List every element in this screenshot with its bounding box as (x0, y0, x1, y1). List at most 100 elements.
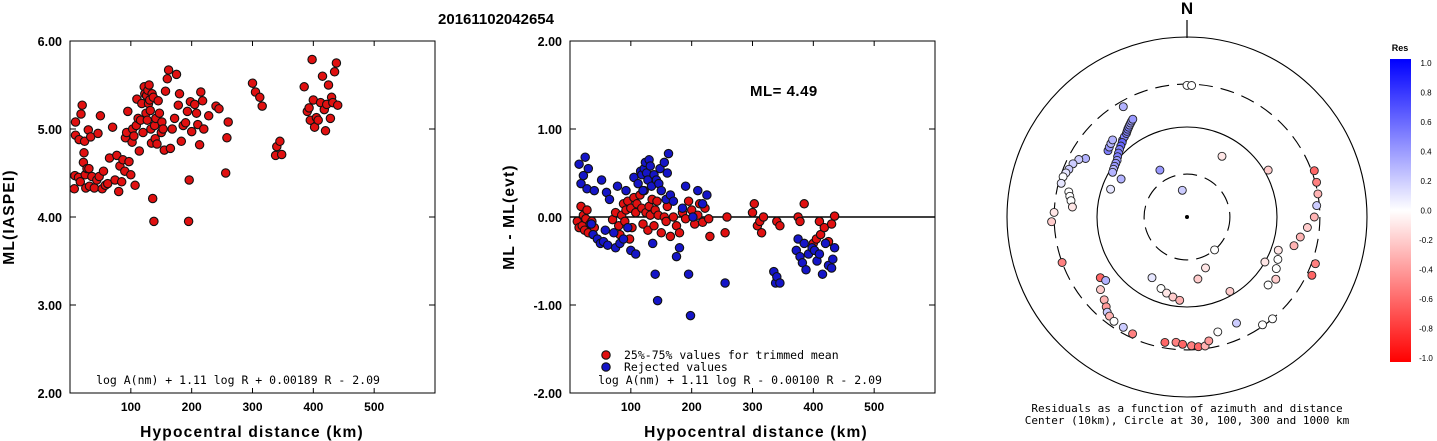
middle-data-point (623, 222, 633, 233)
polar-station-point (1109, 316, 1119, 326)
left-data-point (167, 124, 177, 134)
polar-station-point (1225, 286, 1235, 296)
left-data-point (180, 118, 191, 128)
polar-station-point (1313, 189, 1323, 199)
middle-data-point (799, 199, 809, 209)
middle-legend: 25%-75% values for trimmed mean Rejected… (601, 348, 839, 374)
left-data-point (313, 115, 323, 125)
middle-data-point (819, 222, 830, 233)
middle-data-point (705, 231, 715, 242)
middle-data-point (747, 207, 758, 218)
middle-data-point (826, 263, 837, 273)
left-data-point (320, 126, 331, 136)
left-data-point (107, 122, 118, 132)
left-data-point (203, 111, 214, 121)
left-data-point (75, 177, 86, 187)
polar-caption-line1: Residuals as a function of azimuth and d… (1031, 402, 1342, 415)
left-ytick-label: 2.00 (38, 387, 62, 401)
middle-x-axis-label: Hypocentral distance (km) (644, 424, 868, 441)
left-data-point (152, 139, 162, 149)
middle-data-point (586, 219, 597, 229)
middle-data-point (647, 238, 658, 249)
polar-station-point (1118, 102, 1128, 112)
polar-station-point (1101, 276, 1111, 285)
left-data-point (124, 156, 134, 167)
ring-100km (1096, 126, 1278, 308)
middle-data-point (693, 185, 703, 196)
left-xtick-label: 300 (242, 400, 262, 414)
middle-data-point (580, 152, 590, 162)
left-data-point (299, 82, 309, 92)
middle-data-point (668, 212, 679, 222)
middle-data-point (645, 161, 656, 171)
colorbar-tick-label: 1.0 (1420, 59, 1432, 68)
middle-data-point (600, 225, 611, 235)
colorbar-tick-label: -0.6 (1419, 295, 1433, 304)
left-ytick-label: 3.00 (38, 299, 62, 313)
polar-station-point (1108, 167, 1118, 177)
left-data-point (134, 146, 145, 156)
colorbar-tick-label: -1.0 (1419, 354, 1433, 363)
ring-30km (1143, 173, 1231, 261)
legend-label-accepted: 25%-75% values for trimmed mean (624, 348, 839, 362)
left-data-point (194, 140, 205, 150)
left-x-axis-label: Hypocentral distance (km) (140, 424, 364, 441)
polar-station-point (1187, 81, 1197, 90)
colorbar-tick-label: 0.6 (1420, 118, 1432, 127)
polar-station-point (1213, 327, 1223, 337)
polar-station-point (1106, 184, 1116, 194)
colorbar-tick-label: 0.4 (1420, 148, 1432, 157)
middle-data-point (775, 221, 785, 231)
polar-station-point (1273, 245, 1283, 255)
polar-station-point (1312, 201, 1322, 211)
polar-station-point (1056, 178, 1066, 188)
middle-data-point (638, 219, 648, 229)
polar-station-point (1263, 280, 1273, 290)
middle-xtick-label: 300 (742, 400, 762, 414)
middle-data-point (758, 212, 769, 222)
middle-data-point (583, 163, 594, 174)
colorbar-tick-label: -0.8 (1419, 325, 1433, 334)
left-data-point (220, 168, 231, 178)
middle-data-point (674, 228, 685, 238)
left-data-point (84, 163, 94, 174)
left-data-point (138, 127, 148, 138)
polar-station-point (1108, 135, 1118, 145)
polar-station-point (1210, 245, 1220, 255)
middle-data-point (817, 269, 828, 279)
left-data-point (126, 170, 136, 180)
middle-data-point (720, 228, 730, 238)
middle-data-point (697, 199, 708, 209)
left-data-point (70, 117, 81, 127)
middle-data-point (656, 185, 667, 196)
left-data-point (255, 92, 265, 103)
polar-station-point (1177, 185, 1187, 195)
left-data-point (183, 216, 194, 227)
middle-data-point (749, 199, 760, 209)
polar-station-point (1118, 322, 1128, 332)
polar-station-point (1217, 151, 1227, 161)
middle-data-point (688, 212, 698, 222)
polar-station-point (1128, 329, 1138, 339)
middle-data-point (649, 221, 659, 231)
middle-data-point (674, 243, 685, 253)
left-data-point (173, 100, 184, 110)
ring-1000km (1006, 36, 1368, 398)
middle-xtick-label: 100 (621, 400, 641, 414)
middle-data-point (668, 196, 679, 206)
polar-station-point (1271, 274, 1281, 284)
middle-ytick-label: 1.00 (538, 123, 562, 137)
legend-label-rejected: Rejected values (624, 360, 728, 374)
left-points (69, 54, 343, 227)
left-data-point (176, 136, 187, 147)
middle-ytick-label: -1.00 (534, 299, 563, 313)
left-data-point (332, 100, 343, 110)
left-data-point (182, 106, 193, 117)
left-data-point (323, 80, 334, 90)
left-xtick-label: 400 (303, 400, 323, 414)
middle-data-point (665, 231, 676, 242)
middle-data-point (756, 228, 767, 238)
middle-data-point (609, 228, 619, 238)
legend-marker-rejected (601, 362, 611, 372)
